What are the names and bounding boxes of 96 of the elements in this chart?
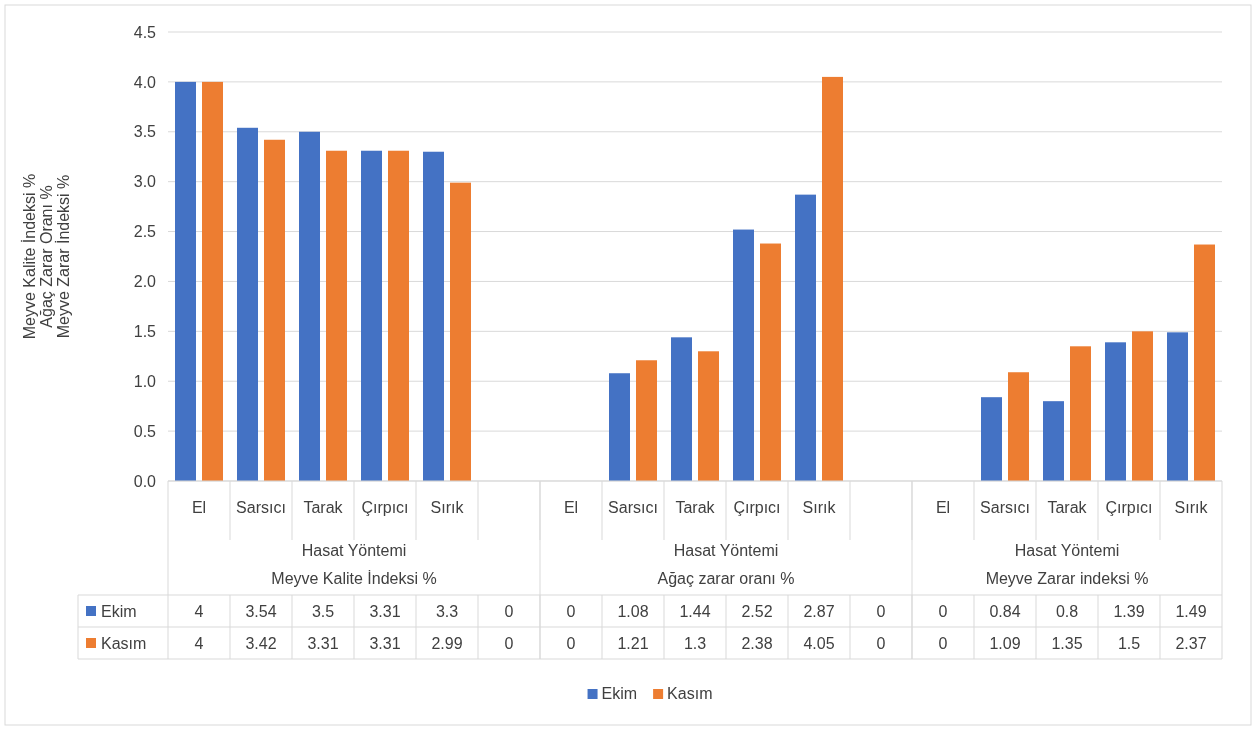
y-tick-label: 3.5 xyxy=(133,123,157,141)
data-label: 0 xyxy=(504,635,514,652)
text: Hasat Yöntemi xyxy=(673,542,779,559)
data-label: 0.8 xyxy=(1055,603,1079,620)
bar xyxy=(822,76,843,481)
y-tick-label: 4.0 xyxy=(133,73,157,91)
bar xyxy=(326,150,347,481)
data-label: 0 xyxy=(566,603,576,620)
data-label: 0 xyxy=(938,603,948,620)
data-label: 2.37 xyxy=(1175,635,1207,652)
x-tick-label: Tarak xyxy=(675,499,716,516)
text: Meyve Kalite İndeksi % xyxy=(271,569,437,587)
data-label: 0 xyxy=(876,635,886,652)
bar xyxy=(1105,342,1126,481)
y-tick-label: 1.0 xyxy=(133,372,157,390)
x-tick-label: Sarsıcı xyxy=(236,499,286,516)
x-tick-label: El xyxy=(563,499,579,516)
data-label: 0 xyxy=(504,603,514,620)
bar xyxy=(237,127,258,481)
text: Hasat Yöntemi xyxy=(1014,542,1120,559)
x-tick-label: Çırpıcı xyxy=(361,499,409,516)
bar xyxy=(671,337,692,481)
x-tick-label: Çırpıcı xyxy=(1105,499,1153,516)
data-label: 1.09 xyxy=(989,635,1021,652)
bar xyxy=(1194,244,1215,481)
data-label: 1.35 xyxy=(1051,635,1083,652)
bar xyxy=(423,151,444,481)
bar xyxy=(733,229,754,481)
bar xyxy=(450,182,471,481)
data-label: 4 xyxy=(194,635,204,652)
data-label: 4.05 xyxy=(803,635,835,652)
bar xyxy=(1043,401,1064,481)
data-label: 3.5 xyxy=(311,603,335,620)
data-label: 3.54 xyxy=(245,603,277,620)
data-label: 2.99 xyxy=(431,635,463,652)
data-label: 0 xyxy=(876,603,886,620)
data-label: 1.5 xyxy=(1117,635,1141,652)
x-tick-label: Sırık xyxy=(430,499,465,516)
bar xyxy=(361,150,382,481)
data-label: 1.49 xyxy=(1175,603,1207,620)
data-label: 0 xyxy=(938,635,948,652)
bar xyxy=(1167,332,1188,481)
data-label: 2.52 xyxy=(741,603,773,620)
data-label: 1.08 xyxy=(617,603,649,620)
legend-label: Ekim xyxy=(101,603,137,620)
data-label: 3.31 xyxy=(369,603,401,620)
legend-label: Kasım xyxy=(101,635,147,652)
bar xyxy=(636,360,657,481)
data-label: 3.3 xyxy=(435,603,459,620)
y-tick-label: 0.5 xyxy=(133,422,157,440)
bar xyxy=(609,373,630,481)
x-tick-label: Sırık xyxy=(1174,499,1209,516)
y-tick-label: 2.5 xyxy=(133,223,157,241)
bar xyxy=(175,81,196,481)
text: Kasım xyxy=(667,685,713,702)
data-label: 1.21 xyxy=(617,635,649,652)
text: Ağaç zarar oranı % xyxy=(657,570,795,587)
x-tick-label: Sırık xyxy=(802,499,837,516)
bar xyxy=(299,131,320,481)
bar xyxy=(1132,331,1153,481)
bar xyxy=(264,139,285,481)
bar xyxy=(760,243,781,481)
text: Ekim xyxy=(601,685,638,702)
x-tick-label: Sarsıcı xyxy=(608,499,658,516)
data-label: 3.31 xyxy=(307,635,339,652)
y-tick-label: 1.5 xyxy=(133,322,157,340)
x-axis-title: Hasat Yöntemi xyxy=(301,542,407,559)
data-label: 1.3 xyxy=(683,635,707,652)
x-tick-label: Tarak xyxy=(303,499,344,516)
bar xyxy=(981,397,1002,481)
data-label: 1.44 xyxy=(679,603,711,620)
data-label: 2.87 xyxy=(803,603,835,620)
bar xyxy=(202,81,223,481)
bar xyxy=(698,351,719,481)
y-axis-title: Meyve Kalite İndeksi % Ağaç Zarar Oranı % Meyve Zarar İndeksi % xyxy=(20,173,72,340)
y-tick-label: 0.0 xyxy=(133,472,157,490)
data-label: 4 xyxy=(194,603,204,620)
y-tick-label: 4.5 xyxy=(133,23,157,41)
x-tick-label: Çırpıcı xyxy=(733,499,781,516)
x-tick-label: El xyxy=(191,499,207,516)
y-tick-label: 2.0 xyxy=(133,273,157,291)
text: Meyve Zarar indeksi % xyxy=(985,570,1149,587)
data-label: 3.31 xyxy=(369,635,401,652)
bar xyxy=(1008,372,1029,481)
x-tick-label: El xyxy=(935,499,951,516)
data-label: 2.38 xyxy=(741,635,773,652)
bar xyxy=(388,150,409,481)
y-tick-label: 3.0 xyxy=(133,173,157,191)
bar xyxy=(795,194,816,481)
data-label: 0 xyxy=(566,635,576,652)
data-label: 1.39 xyxy=(1113,603,1145,620)
x-tick-label: Tarak xyxy=(1047,499,1088,516)
x-tick-label: Sarsıcı xyxy=(980,499,1030,516)
data-label: 3.42 xyxy=(245,635,277,652)
bar xyxy=(1070,346,1091,481)
data-label: 0.84 xyxy=(989,603,1021,620)
